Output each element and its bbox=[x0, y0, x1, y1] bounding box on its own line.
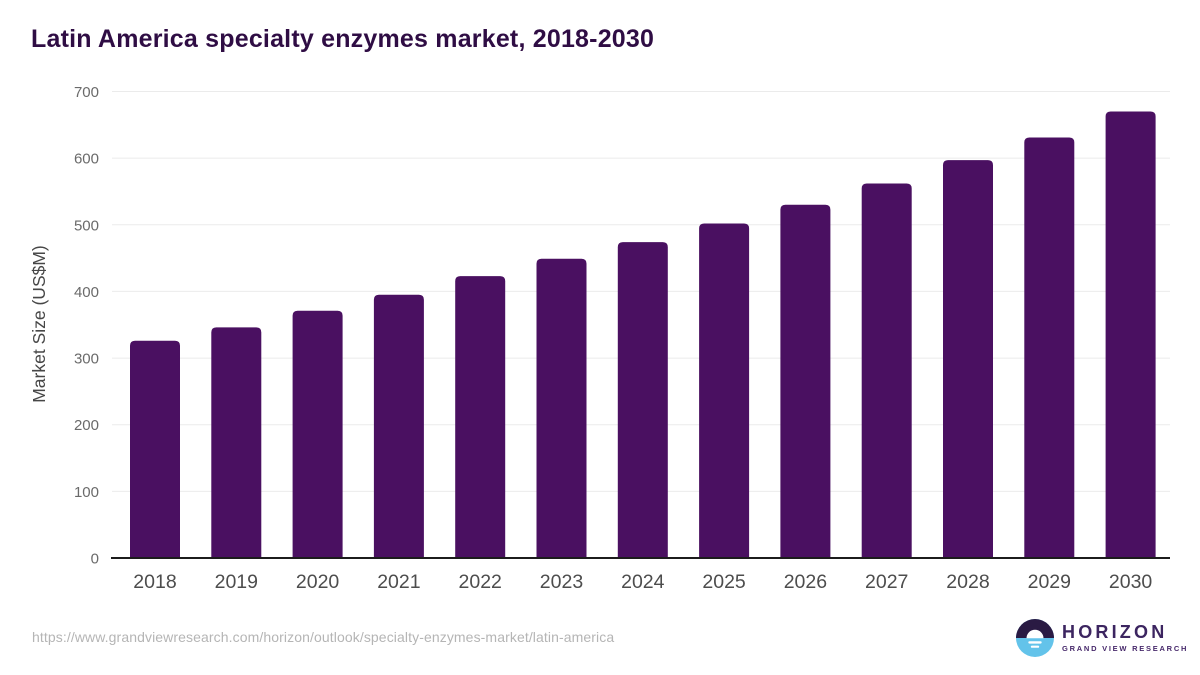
y-tick-label-200: 200 bbox=[74, 417, 99, 434]
logo-text: HORIZON GRAND VIEW RESEARCH bbox=[1062, 621, 1189, 654]
bar-2027 bbox=[861, 183, 912, 558]
bar-2026 bbox=[780, 204, 831, 559]
y-tick-label-700: 700 bbox=[74, 84, 99, 101]
y-tick-label-500: 500 bbox=[74, 217, 99, 234]
bar-2020 bbox=[292, 310, 343, 558]
x-tick-label-2022: 2022 bbox=[459, 571, 502, 593]
x-tick-label-2028: 2028 bbox=[946, 571, 989, 593]
bar-2024 bbox=[617, 242, 668, 558]
x-tick-label-2018: 2018 bbox=[133, 571, 176, 593]
x-tick-label-2019: 2019 bbox=[215, 571, 258, 593]
y-tick-label-0: 0 bbox=[91, 551, 99, 568]
y-axis-title: Market Size (US$M) bbox=[29, 245, 49, 403]
x-tick-label-2024: 2024 bbox=[621, 571, 665, 593]
y-tick-label-400: 400 bbox=[74, 284, 99, 301]
bar-2018 bbox=[130, 340, 180, 558]
x-tick-label-2030: 2030 bbox=[1109, 571, 1153, 593]
bar-2023 bbox=[536, 258, 587, 558]
logo-subbrand: GRAND VIEW RESEARCH bbox=[1062, 643, 1189, 653]
source-url: https://www.grandviewresearch.com/horizo… bbox=[32, 629, 615, 645]
x-tick-label-2027: 2027 bbox=[865, 571, 908, 593]
bar-2021 bbox=[373, 294, 424, 558]
x-tick-label-2021: 2021 bbox=[377, 571, 420, 593]
bar-2028 bbox=[943, 160, 993, 558]
y-tick-label-600: 600 bbox=[74, 151, 99, 168]
bar-2019 bbox=[211, 327, 262, 558]
y-tick-label-100: 100 bbox=[74, 484, 99, 501]
horizon-logo: HORIZON GRAND VIEW RESEARCH bbox=[1016, 619, 1188, 657]
chart-title: Latin America specialty enzymes market, … bbox=[31, 25, 655, 53]
bar-2022 bbox=[455, 276, 506, 558]
x-tick-label-2023: 2023 bbox=[540, 571, 583, 593]
bar-2025 bbox=[699, 223, 750, 558]
horizon-sun-icon bbox=[1016, 619, 1054, 657]
x-tick-label-2029: 2029 bbox=[1028, 571, 1071, 593]
x-tick-label-2020: 2020 bbox=[296, 571, 340, 593]
logo-brand: HORIZON bbox=[1062, 621, 1168, 642]
x-tick-label-2025: 2025 bbox=[702, 571, 746, 593]
bar-2030 bbox=[1105, 111, 1156, 558]
x-tick-label-2026: 2026 bbox=[784, 571, 827, 593]
bar-2029 bbox=[1024, 137, 1075, 558]
y-tick-label-300: 300 bbox=[74, 351, 99, 368]
